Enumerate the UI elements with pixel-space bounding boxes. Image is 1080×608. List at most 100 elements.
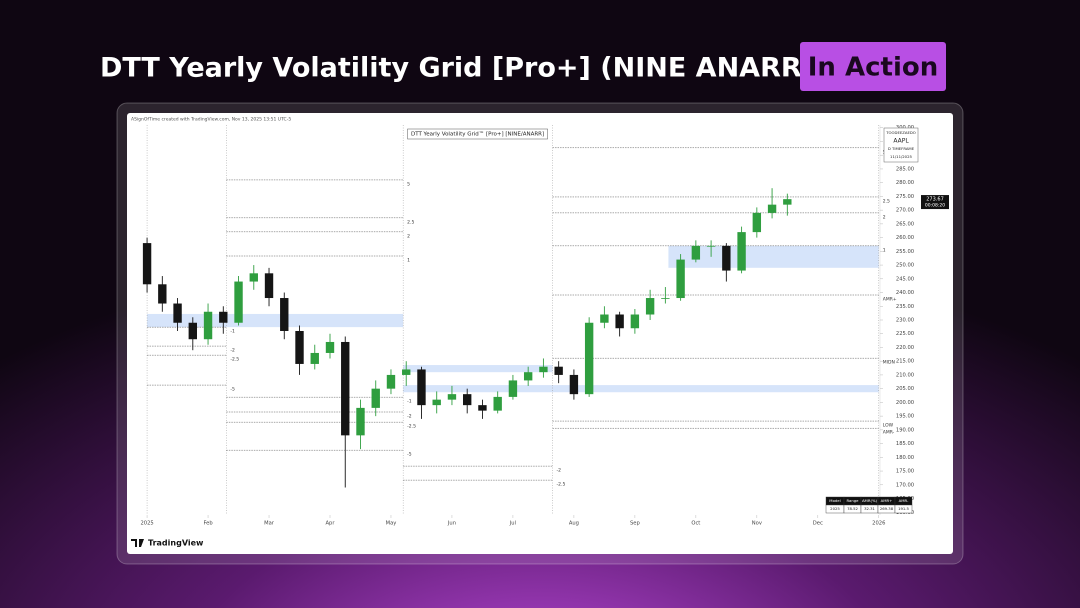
table-text: AMR- xyxy=(899,498,909,503)
x-tick-label: Oct xyxy=(691,521,700,527)
table-text: 2025 xyxy=(830,506,840,511)
y-tick-label: 215.00 xyxy=(896,359,914,365)
y-tick-label: 280.00 xyxy=(896,180,914,186)
candle-body xyxy=(203,311,213,340)
table-text: 191.5 xyxy=(898,506,909,511)
level-label: -1 xyxy=(230,329,235,335)
headline: DTT Yearly Volatility Grid [Pro+] (NINE … xyxy=(100,53,814,84)
y-tick-label: 265.00 xyxy=(896,221,914,227)
level-label: AMR+ xyxy=(883,297,897,303)
x-tick-label: Mar xyxy=(264,521,275,527)
volatility-zone xyxy=(668,245,879,268)
x-tick-label: Dec xyxy=(813,521,823,527)
level-label: 2 xyxy=(407,233,410,239)
table-text: AMR+ xyxy=(881,498,893,503)
candle-body xyxy=(691,245,701,260)
y-tick-label: 190.00 xyxy=(896,427,914,433)
level-label: -2.5 xyxy=(557,482,566,488)
level-label: 5 xyxy=(407,181,410,187)
candle-body xyxy=(676,259,685,299)
candle-body xyxy=(523,372,533,381)
symbol-box xyxy=(883,127,919,163)
level-label: -2 xyxy=(230,348,235,354)
candle-body xyxy=(630,314,640,329)
x-tick-label: Jul xyxy=(509,521,516,527)
x-tick-label: Nov xyxy=(752,521,762,527)
candle-body xyxy=(386,374,396,389)
level-label: 2.5 xyxy=(883,198,890,204)
candle-body xyxy=(706,245,716,247)
level-label: -1 xyxy=(407,399,412,405)
candle-body xyxy=(371,388,380,408)
level-label: -2.5 xyxy=(230,357,239,363)
y-tick-label: 235.00 xyxy=(896,304,914,310)
x-tick-label: 2025 xyxy=(140,521,153,527)
level-label: -2.5 xyxy=(407,424,416,430)
candle-body xyxy=(142,243,152,285)
level-label: -2 xyxy=(407,414,412,420)
volatility-zone xyxy=(403,365,553,373)
y-tick-label: 220.00 xyxy=(896,345,914,351)
y-tick-label: 275.00 xyxy=(896,194,914,200)
candle-body xyxy=(280,298,289,331)
level-label: -2 xyxy=(557,468,562,474)
candle-body xyxy=(645,298,655,315)
y-tick-label: 210.00 xyxy=(896,372,914,378)
candle-body xyxy=(417,369,426,406)
candle-body xyxy=(295,330,304,364)
x-tick-label: Feb xyxy=(203,521,213,527)
y-tick-label: 260.00 xyxy=(896,235,914,241)
candle-body xyxy=(783,199,792,205)
candle-body xyxy=(600,314,609,323)
candle-body xyxy=(722,245,731,271)
candle-body xyxy=(447,394,457,400)
table-text: 78.52 xyxy=(847,506,858,511)
y-tick-label: 185.00 xyxy=(896,441,914,447)
table-text: Model xyxy=(829,498,840,503)
level-label: 2 xyxy=(883,214,886,220)
x-tick-label: Apr xyxy=(326,521,336,527)
candle-body xyxy=(249,273,258,282)
chart-title: DTT Yearly Volatility Grid™ [Pro+] [NINE… xyxy=(411,131,544,138)
y-tick-label: 285.00 xyxy=(896,166,914,172)
last-price-box xyxy=(921,195,949,210)
candle-body xyxy=(478,405,487,411)
level-label: 1 xyxy=(883,247,886,253)
candle-body xyxy=(356,407,365,436)
x-tick-label: Sep xyxy=(630,521,640,527)
last-price: 273.67 xyxy=(926,197,944,203)
brand: TradingView xyxy=(148,539,204,548)
volatility-zone xyxy=(403,385,879,393)
candle-body xyxy=(661,298,670,299)
candle-body xyxy=(737,232,746,271)
candle-body xyxy=(569,374,579,395)
watermark-note: ASignOfTime created with TradingView.com… xyxy=(131,117,291,123)
level-label: MIDN xyxy=(883,360,895,366)
y-tick-label: 270.00 xyxy=(896,208,914,214)
level-label: 1 xyxy=(407,258,410,264)
candle-body xyxy=(219,311,228,323)
candle-body xyxy=(493,396,502,411)
candle-body xyxy=(264,273,274,299)
candle-body xyxy=(615,314,624,329)
candle-body xyxy=(767,204,777,213)
level-label: AMR- xyxy=(883,430,895,436)
x-tick-label: May xyxy=(386,521,397,527)
candle-body xyxy=(752,212,762,233)
y-tick-label: 250.00 xyxy=(896,263,914,269)
table-text: AMR(%) xyxy=(862,498,878,503)
candle-body xyxy=(432,399,441,406)
y-tick-label: 255.00 xyxy=(896,249,914,255)
symbol-text: TOODEEZAEDO xyxy=(885,130,916,135)
x-tick-label: Jun xyxy=(447,521,456,527)
y-tick-label: 170.00 xyxy=(896,482,914,488)
level-label: -5 xyxy=(407,452,412,458)
countdown: 00:08:20 xyxy=(925,203,945,209)
table-text: Range xyxy=(846,498,859,503)
candle-body xyxy=(325,341,335,353)
y-tick-label: 180.00 xyxy=(896,455,914,461)
table-text: 269.38 xyxy=(880,506,894,511)
y-tick-label: 195.00 xyxy=(896,414,914,420)
